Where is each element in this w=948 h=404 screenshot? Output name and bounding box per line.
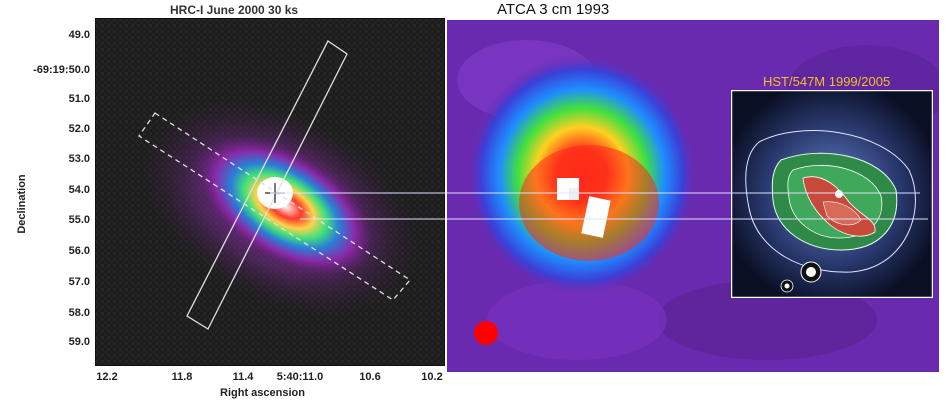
x-tick-label: 10.6 xyxy=(359,371,381,383)
y-tick-label: 56.0 xyxy=(68,245,90,257)
xray-panel-title: HRC-I June 2000 30 ks xyxy=(170,3,299,17)
x-tick-label: 11.4 xyxy=(232,371,254,383)
hst-inset-title: HST/547M 1999/2005 xyxy=(763,74,891,89)
y-tick-label: 55.0 xyxy=(68,214,90,226)
x-tick-label: 10.2 xyxy=(421,371,443,383)
dashed-slit-region xyxy=(138,112,411,301)
radio-peak-2 xyxy=(581,196,611,238)
y-tick-label: -69:19:50.0 xyxy=(33,64,90,76)
radio-panel-title: ATCA 3 cm 1993 xyxy=(497,1,610,18)
solid-slit-region xyxy=(186,40,348,330)
x-tick-label: 5:40:11.0 xyxy=(276,371,324,383)
y-tick-label: 57.0 xyxy=(68,276,90,288)
y-tick-label: 54.0 xyxy=(68,184,90,196)
x-tick-label: 11.8 xyxy=(171,371,193,383)
beam-size-marker xyxy=(474,321,498,345)
y-tick-label: 52.0 xyxy=(68,123,90,135)
hst-outer-contour xyxy=(745,130,916,273)
hst-inset-image xyxy=(731,90,933,298)
x-axis-label: Right ascension xyxy=(220,387,305,399)
x-tick-label: 12.2 xyxy=(96,371,118,383)
y-tick-label: 53.0 xyxy=(68,153,90,165)
y-tick-label: 59.0 xyxy=(68,336,90,348)
y-tick-label: 49.0 xyxy=(68,29,90,41)
y-axis-label: Declination xyxy=(16,174,28,234)
xray-image xyxy=(95,18,445,366)
reference-lines xyxy=(270,192,928,220)
y-tick-label: 58.0 xyxy=(68,307,90,319)
y-tick-label: 51.0 xyxy=(68,93,90,105)
